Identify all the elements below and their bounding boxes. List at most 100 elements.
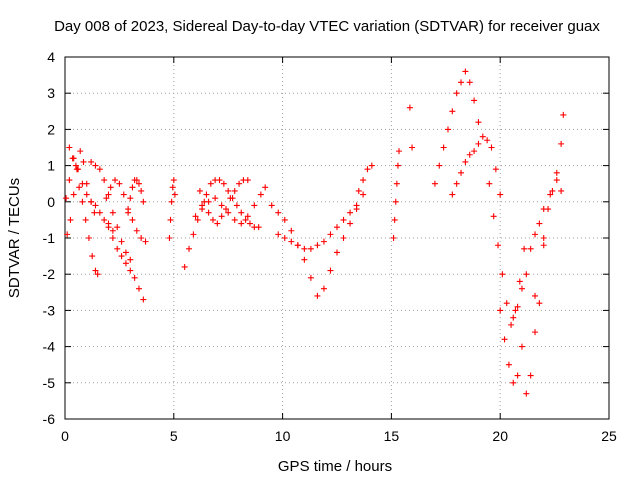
data-point (495, 242, 502, 249)
data-point (540, 235, 547, 241)
data-point (205, 198, 212, 205)
data-point (101, 177, 108, 184)
data-point (129, 216, 136, 223)
data-point (135, 180, 142, 187)
data-point (510, 379, 517, 386)
y-tick-label: -3 (43, 302, 56, 318)
series-sat-g (125, 177, 147, 216)
data-point (347, 209, 354, 216)
data-point (133, 227, 140, 234)
x-tick-label: 15 (384, 428, 400, 444)
data-point (94, 271, 101, 278)
x-tick-label: 5 (170, 428, 178, 444)
data-point (353, 202, 360, 209)
data-point (462, 68, 469, 75)
data-point (406, 104, 413, 111)
data-point (499, 271, 506, 278)
series-sat-r (449, 133, 504, 198)
data-point (288, 227, 295, 234)
data-point (105, 220, 112, 227)
data-point (166, 235, 173, 241)
data-point (307, 245, 314, 252)
data-point (214, 220, 221, 227)
data-point (114, 224, 121, 231)
data-point (514, 303, 521, 310)
y-tick-label: 3 (47, 85, 55, 101)
data-point (233, 202, 240, 209)
data-point (392, 198, 399, 205)
data-point (334, 224, 340, 231)
data-point (536, 300, 543, 307)
grid (65, 57, 609, 419)
data-point (218, 202, 225, 209)
data-point (122, 249, 129, 256)
data-point (364, 166, 371, 173)
data-point (320, 285, 327, 292)
y-tick-label: -4 (43, 339, 56, 355)
data-point (92, 162, 99, 169)
data-point (340, 216, 347, 223)
data-point (105, 191, 112, 198)
data-point (523, 271, 530, 278)
series-sat-w (540, 111, 567, 249)
data-point (558, 187, 565, 194)
data-point (116, 180, 123, 187)
data-point (242, 216, 249, 223)
series-sat-u (510, 206, 547, 321)
data-point (527, 245, 534, 252)
data-point (92, 202, 99, 209)
data-point (553, 169, 560, 176)
data-point (553, 177, 560, 184)
data-point (167, 216, 174, 223)
data-point (320, 238, 327, 245)
data-point (203, 191, 210, 198)
y-tick-label: 4 (47, 49, 55, 65)
data-point (527, 372, 534, 379)
data-point (340, 235, 347, 241)
data-point (508, 321, 515, 328)
data-point (518, 285, 525, 292)
data-point (431, 180, 438, 187)
data-point (140, 198, 147, 205)
data-point (118, 253, 125, 260)
data-point (275, 209, 282, 216)
data-point (83, 191, 90, 198)
y-tick-label: 2 (47, 121, 55, 137)
data-point (82, 216, 89, 223)
data-point (140, 296, 147, 303)
data-point (391, 216, 398, 223)
data-point (107, 184, 114, 191)
data-point (558, 140, 565, 147)
data-point (138, 235, 145, 241)
data-point (223, 206, 230, 213)
data-point (225, 209, 232, 216)
data-point (492, 166, 499, 173)
data-point (76, 184, 83, 191)
data-point (220, 180, 227, 187)
data-point (199, 206, 206, 213)
data-point (497, 191, 504, 198)
series-sat-p (406, 104, 416, 151)
data-point (88, 198, 95, 205)
data-point (486, 180, 493, 187)
data-point (142, 238, 149, 245)
data-point (79, 180, 86, 187)
data-point (212, 195, 219, 202)
data-point (462, 158, 469, 165)
series-sat-f (103, 177, 149, 245)
data-point (122, 260, 129, 267)
series-sat-m (275, 202, 360, 252)
data-point (246, 220, 253, 227)
data-point (227, 195, 234, 202)
data-point (109, 227, 116, 234)
data-point (135, 285, 142, 292)
data-point (532, 329, 539, 336)
data-point (560, 111, 567, 118)
data-point (521, 245, 528, 252)
data-point (63, 195, 70, 202)
data-point (355, 187, 362, 194)
data-point (114, 245, 121, 252)
data-point (205, 209, 212, 216)
y-tick-label: -2 (43, 266, 56, 282)
